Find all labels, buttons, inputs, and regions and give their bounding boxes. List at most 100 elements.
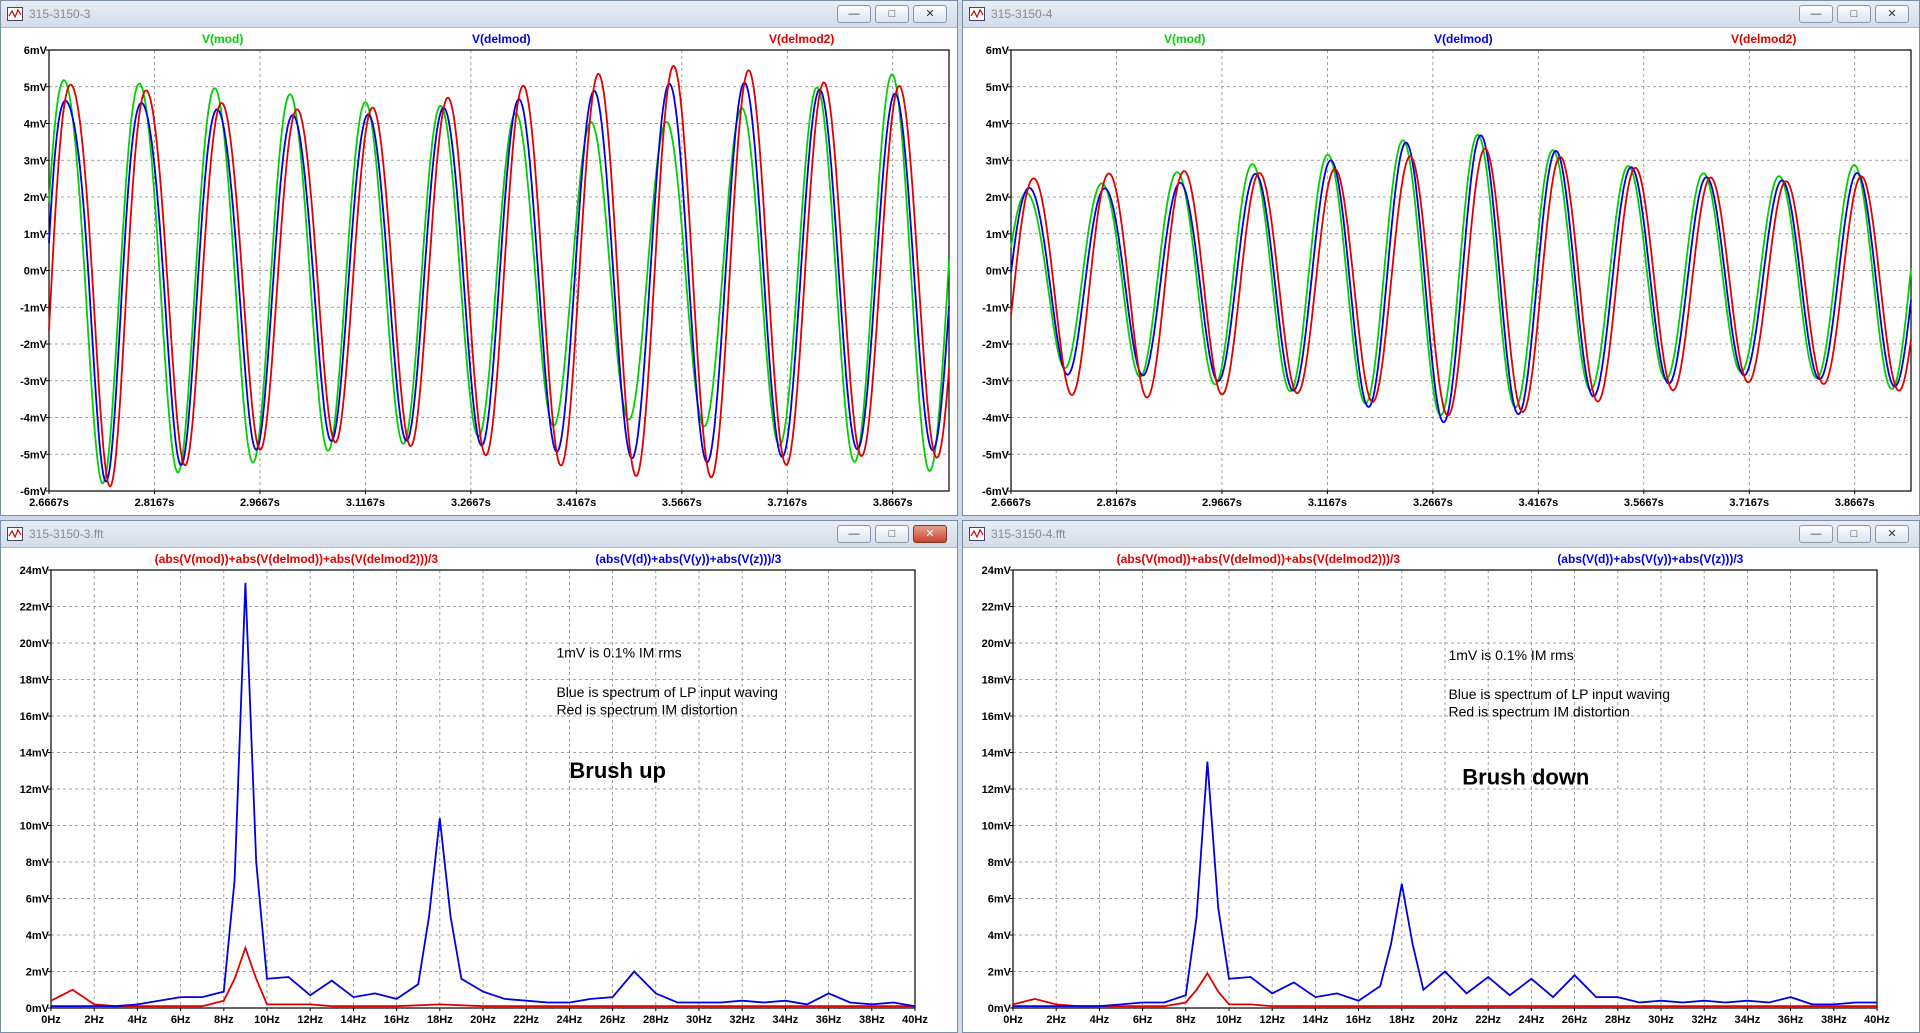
legend-entry: V(mod)	[1164, 32, 1205, 46]
close-icon: ✕	[1887, 528, 1897, 540]
series-line	[48, 65, 950, 488]
title-bar[interactable]: 315-3150-3.fft — □ ✕	[1, 521, 957, 548]
y-tick-label: 2mV	[24, 192, 48, 204]
series-line	[1013, 761, 1877, 1008]
close-button[interactable]: ✕	[913, 5, 947, 23]
x-tick-label: 2.6667s	[29, 497, 69, 509]
x-tick-label: 3.7167s	[767, 497, 807, 509]
legend-entry: (abs(V(d))+abs(V(y))+abs(V(z)))/3	[595, 552, 781, 566]
x-tick-label: 40Hz	[902, 1014, 928, 1026]
x-tick-label: 2Hz	[1046, 1014, 1066, 1026]
title-bar[interactable]: 315-3150-3 — □ ✕	[1, 1, 957, 28]
y-tick-label: 16mV	[20, 711, 50, 723]
y-tick-label: 18mV	[982, 675, 1012, 687]
minimize-button[interactable]: —	[1799, 5, 1833, 23]
fft-window-2[interactable]: 315-3150-4.fft — □ ✕ 0mV 2mV 4mV 6mV 8mV 10mV 12mV…	[962, 520, 1920, 1033]
title-bar[interactable]: 315-3150-4.fft — □ ✕	[963, 521, 1919, 548]
x-tick-label: 3.2667s	[451, 497, 491, 509]
waveform-window-2[interactable]: 315-3150-4 — □ ✕ -6mV -5mV -4mV -3mV -2mV -1mV 0mV…	[962, 0, 1920, 516]
legend-entry: (abs(V(mod))+abs(V(delmod))+abs(V(delmod…	[155, 552, 439, 566]
maximize-icon: □	[888, 528, 896, 540]
x-tick-label: 20Hz	[1432, 1014, 1458, 1026]
y-tick-label: 16mV	[982, 711, 1012, 723]
plot-area[interactable]: -6mV -5mV -4mV -3mV -2mV -1mV 0mV 1mV 2mV 3mV 4mV 5…	[1, 28, 957, 515]
y-tick-label: 6mV	[988, 894, 1012, 906]
waveform-app-icon	[7, 7, 23, 21]
minimize-button[interactable]: —	[837, 525, 871, 543]
plot-area[interactable]: 0mV 2mV 4mV 6mV 8mV 10mV 12mV 14mV 16mV 18mV 20mV 2…	[1, 548, 957, 1032]
window-title: 315-3150-3	[29, 7, 91, 21]
y-tick-label: 2mV	[26, 967, 50, 979]
annotation-text: Brush up	[569, 758, 666, 783]
y-tick-label: 10mV	[982, 821, 1012, 833]
legend-entry: V(delmod)	[472, 32, 531, 46]
maximize-button[interactable]: □	[875, 5, 909, 23]
x-tick-label: 14Hz	[1303, 1014, 1329, 1026]
x-tick-label: 30Hz	[686, 1014, 712, 1026]
x-tick-label: 3.1167s	[1308, 497, 1347, 509]
waveform-app-icon	[969, 527, 985, 541]
y-tick-label: 18mV	[20, 675, 50, 687]
minimize-icon: —	[848, 528, 860, 540]
close-button[interactable]: ✕	[1875, 5, 1909, 23]
maximize-button[interactable]: □	[875, 525, 909, 543]
x-tick-label: 34Hz	[773, 1014, 799, 1026]
y-tick-label: 22mV	[20, 602, 50, 614]
x-tick-label: 3.8667s	[1835, 497, 1875, 509]
maximize-icon: □	[1850, 528, 1858, 540]
y-tick-label: -3mV	[20, 376, 48, 388]
annotation-text: 1mV is 0.1% IM rms	[556, 645, 681, 661]
y-tick-label: 8mV	[988, 857, 1012, 869]
y-tick-label: 4mV	[988, 930, 1012, 942]
y-tick-label: 0mV	[24, 266, 48, 278]
waveform-app-icon	[7, 527, 23, 541]
maximize-button[interactable]: □	[1837, 5, 1871, 23]
y-tick-label: 10mV	[20, 821, 50, 833]
x-tick-label: 8Hz	[1176, 1014, 1196, 1026]
minimize-button[interactable]: —	[837, 5, 871, 23]
maximize-button[interactable]: □	[1837, 525, 1871, 543]
y-tick-label: -5mV	[20, 449, 48, 461]
close-button[interactable]: ✕	[1875, 525, 1909, 543]
waveform-window-1[interactable]: 315-3150-3 — □ ✕ -6mV -5mV -4mV -3mV -2mV -1mV 0mV…	[0, 0, 958, 516]
series-line	[50, 945, 915, 1008]
annotation-text: Red is spectrum IM distortion	[556, 702, 737, 718]
close-button[interactable]: ✕	[913, 525, 947, 543]
x-tick-label: 18Hz	[427, 1014, 453, 1026]
y-tick-label: 4mV	[986, 119, 1010, 131]
grid	[1012, 569, 1878, 1009]
plot-area[interactable]: -6mV -5mV -4mV -3mV -2mV -1mV 0mV 1mV 2mV 3mV 4mV 5…	[963, 28, 1919, 515]
x-tick-label: 4Hz	[128, 1014, 148, 1026]
x-tick-label: 2.9667s	[240, 497, 280, 509]
minimize-icon: —	[1810, 528, 1822, 540]
x-tick-label: 2.9667s	[1202, 497, 1242, 509]
x-tick-label: 8Hz	[214, 1014, 234, 1026]
x-tick-label: 28Hz	[643, 1014, 669, 1026]
y-tick-label: 4mV	[26, 930, 50, 942]
series-line	[48, 73, 950, 485]
plot-svg: -6mV -5mV -4mV -3mV -2mV -1mV 0mV 1mV 2mV 3mV 4mV 5…	[20, 32, 950, 509]
y-tick-label: 3mV	[986, 155, 1010, 167]
y-tick-label: 5mV	[986, 82, 1010, 94]
x-tick-label: 6Hz	[171, 1014, 191, 1026]
x-tick-label: 2Hz	[84, 1014, 104, 1026]
series-line	[1012, 971, 1877, 1008]
fft-window-1[interactable]: 315-3150-3.fft — □ ✕ 0mV 2mV 4mV 6mV 8mV 10mV 12mV…	[0, 520, 958, 1033]
series-line	[1010, 133, 1912, 417]
y-tick-label: 20mV	[20, 638, 50, 650]
y-tick-label: 12mV	[982, 784, 1012, 796]
x-tick-label: 36Hz	[816, 1014, 842, 1026]
minimize-button[interactable]: —	[1799, 525, 1833, 543]
x-tick-label: 18Hz	[1389, 1014, 1415, 1026]
y-tick-label: 0mV	[26, 1003, 50, 1015]
x-tick-label: 34Hz	[1735, 1014, 1761, 1026]
window-title: 315-3150-4	[991, 7, 1053, 21]
y-tick-label: 5mV	[24, 82, 48, 94]
x-tick-label: 10Hz	[1216, 1014, 1242, 1026]
grid	[50, 569, 916, 1009]
plot-area[interactable]: 0mV 2mV 4mV 6mV 8mV 10mV 12mV 14mV 16mV 18mV 20mV 2…	[963, 548, 1919, 1032]
x-tick-label: 28Hz	[1605, 1014, 1631, 1026]
x-tick-label: 4Hz	[1090, 1014, 1110, 1026]
title-bar[interactable]: 315-3150-4 — □ ✕	[963, 1, 1919, 28]
y-tick-label: -4mV	[20, 413, 48, 425]
